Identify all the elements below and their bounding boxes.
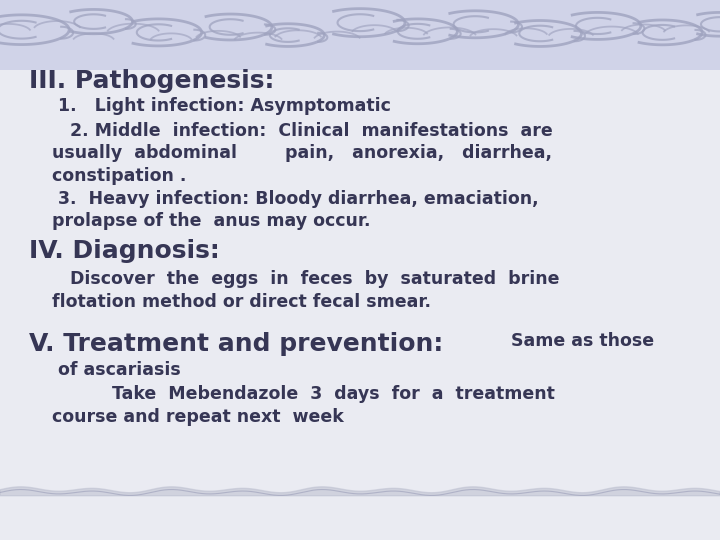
Text: III. Pathogenesis:: III. Pathogenesis: [29, 69, 274, 93]
Text: V. Treatment and prevention:: V. Treatment and prevention: [29, 332, 443, 356]
Text: flotation method or direct fecal smear.: flotation method or direct fecal smear. [40, 293, 431, 310]
Text: IV. Diagnosis:: IV. Diagnosis: [29, 239, 220, 262]
Text: 2. Middle  infection:  Clinical  manifestations  are: 2. Middle infection: Clinical manifestat… [40, 122, 552, 139]
Text: Take  Mebendazole  3  days  for  a  treatment: Take Mebendazole 3 days for a treatment [40, 385, 554, 403]
Text: 3.  Heavy infection: Bloody diarrhea, emaciation,: 3. Heavy infection: Bloody diarrhea, ema… [40, 190, 539, 207]
Text: 1.   Light infection: Asymptomatic: 1. Light infection: Asymptomatic [40, 97, 390, 115]
Text: Discover  the  eggs  in  feces  by  saturated  brine: Discover the eggs in feces by saturated … [40, 270, 559, 288]
Text: constipation .: constipation . [40, 167, 186, 185]
Polygon shape [0, 0, 720, 70]
Text: of ascariasis: of ascariasis [40, 361, 180, 379]
Text: course and repeat next  week: course and repeat next week [40, 408, 343, 426]
Text: usually  abdominal        pain,   anorexia,   diarrhea,: usually abdominal pain, anorexia, diarrh… [40, 144, 552, 162]
Text: prolapse of the  anus may occur.: prolapse of the anus may occur. [40, 212, 370, 230]
Text: Same as those: Same as those [511, 332, 654, 350]
